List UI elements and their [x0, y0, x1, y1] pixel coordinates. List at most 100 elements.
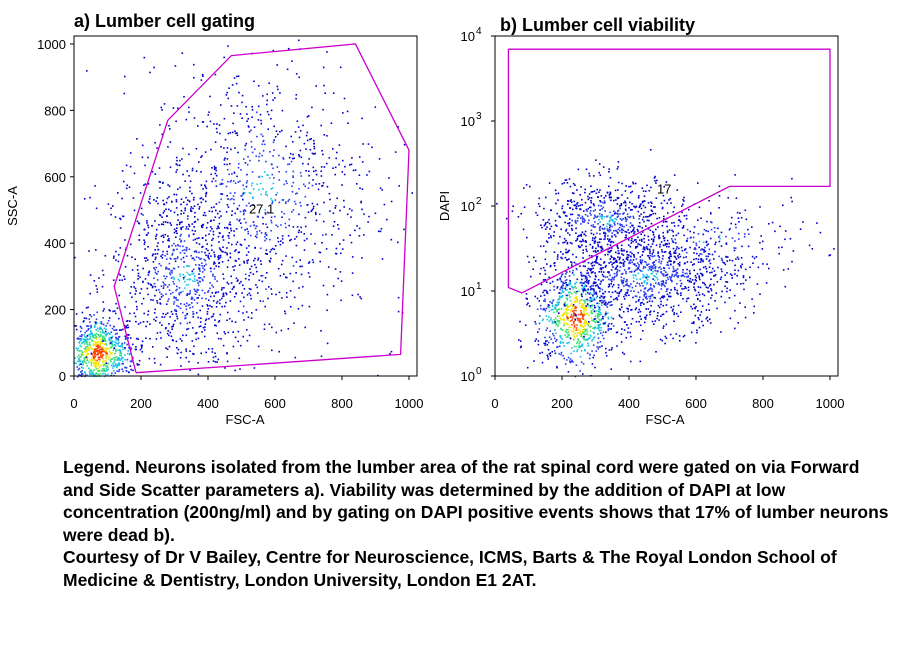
data-point	[576, 341, 579, 343]
data-point	[596, 346, 598, 348]
data-point	[581, 343, 584, 346]
data-point	[149, 337, 151, 340]
data-point	[217, 225, 219, 228]
data-point	[92, 336, 94, 339]
data-point	[114, 333, 117, 335]
data-point	[323, 134, 326, 136]
data-point	[719, 237, 721, 240]
data-point	[538, 328, 541, 330]
data-point	[308, 305, 311, 308]
data-point	[652, 249, 655, 251]
data-point	[259, 182, 262, 185]
data-point	[584, 234, 587, 237]
data-point	[253, 259, 255, 262]
data-point	[228, 223, 230, 226]
data-point	[158, 288, 160, 291]
data-point	[205, 351, 207, 354]
data-point	[584, 301, 586, 304]
data-point	[85, 307, 88, 309]
data-point	[100, 348, 102, 351]
data-point	[225, 211, 228, 213]
data-point	[216, 123, 218, 125]
data-point	[206, 243, 208, 245]
data-point	[585, 248, 587, 251]
data-point	[544, 342, 547, 345]
data-point	[603, 262, 605, 264]
data-point	[75, 325, 77, 327]
data-point	[201, 289, 204, 292]
data-point	[180, 239, 182, 242]
data-point	[707, 253, 710, 255]
data-point	[555, 192, 557, 195]
data-point	[105, 357, 107, 360]
data-point	[218, 241, 220, 243]
data-point	[681, 274, 684, 277]
data-point	[621, 328, 623, 330]
data-point	[193, 63, 195, 66]
data-point	[571, 307, 573, 310]
data-point	[600, 299, 603, 302]
data-point	[288, 218, 291, 221]
data-point	[212, 273, 214, 276]
data-point	[627, 215, 629, 218]
data-point	[569, 213, 572, 216]
data-point	[284, 222, 287, 225]
data-point	[193, 345, 195, 347]
data-point	[304, 195, 307, 198]
data-point	[544, 336, 546, 339]
data-point	[103, 335, 105, 337]
data-point	[195, 264, 197, 266]
data-point	[233, 269, 235, 271]
data-point	[570, 201, 573, 203]
data-point	[249, 159, 251, 162]
data-point	[102, 347, 104, 350]
data-point	[167, 221, 169, 224]
data-point	[580, 223, 582, 225]
data-point	[299, 259, 301, 261]
data-point	[101, 332, 104, 334]
data-point	[634, 182, 637, 185]
data-point	[693, 322, 695, 325]
data-point	[554, 224, 557, 226]
data-point	[638, 282, 641, 285]
data-point	[545, 281, 548, 283]
data-point	[105, 325, 107, 327]
data-point	[720, 245, 723, 247]
data-point	[557, 303, 560, 305]
data-point	[195, 312, 198, 314]
data-point	[590, 224, 593, 227]
data-point	[642, 265, 645, 268]
data-point	[603, 200, 606, 202]
data-point	[690, 261, 692, 263]
data-point	[167, 146, 169, 148]
data-point	[611, 280, 613, 283]
data-point	[639, 304, 642, 306]
data-point	[688, 280, 691, 283]
data-point	[89, 344, 91, 346]
data-point	[173, 267, 176, 270]
data-point	[95, 318, 98, 321]
data-point	[523, 206, 526, 208]
data-point	[598, 171, 600, 174]
data-point	[94, 355, 96, 357]
data-point	[683, 200, 685, 202]
data-point	[272, 99, 274, 101]
data-point	[111, 335, 114, 338]
data-point	[206, 313, 209, 315]
data-point	[334, 252, 337, 255]
data-point	[574, 285, 576, 288]
data-point	[599, 200, 601, 202]
data-point	[189, 180, 192, 183]
data-point	[299, 130, 302, 132]
data-point	[247, 125, 250, 127]
data-point	[585, 285, 588, 287]
data-point	[246, 113, 248, 115]
data-point	[553, 285, 555, 288]
data-point	[607, 251, 610, 253]
data-point	[198, 251, 200, 254]
data-point	[686, 261, 689, 263]
data-point	[176, 347, 178, 349]
data-point	[565, 329, 568, 331]
data-point	[171, 254, 173, 256]
data-point	[310, 138, 312, 140]
